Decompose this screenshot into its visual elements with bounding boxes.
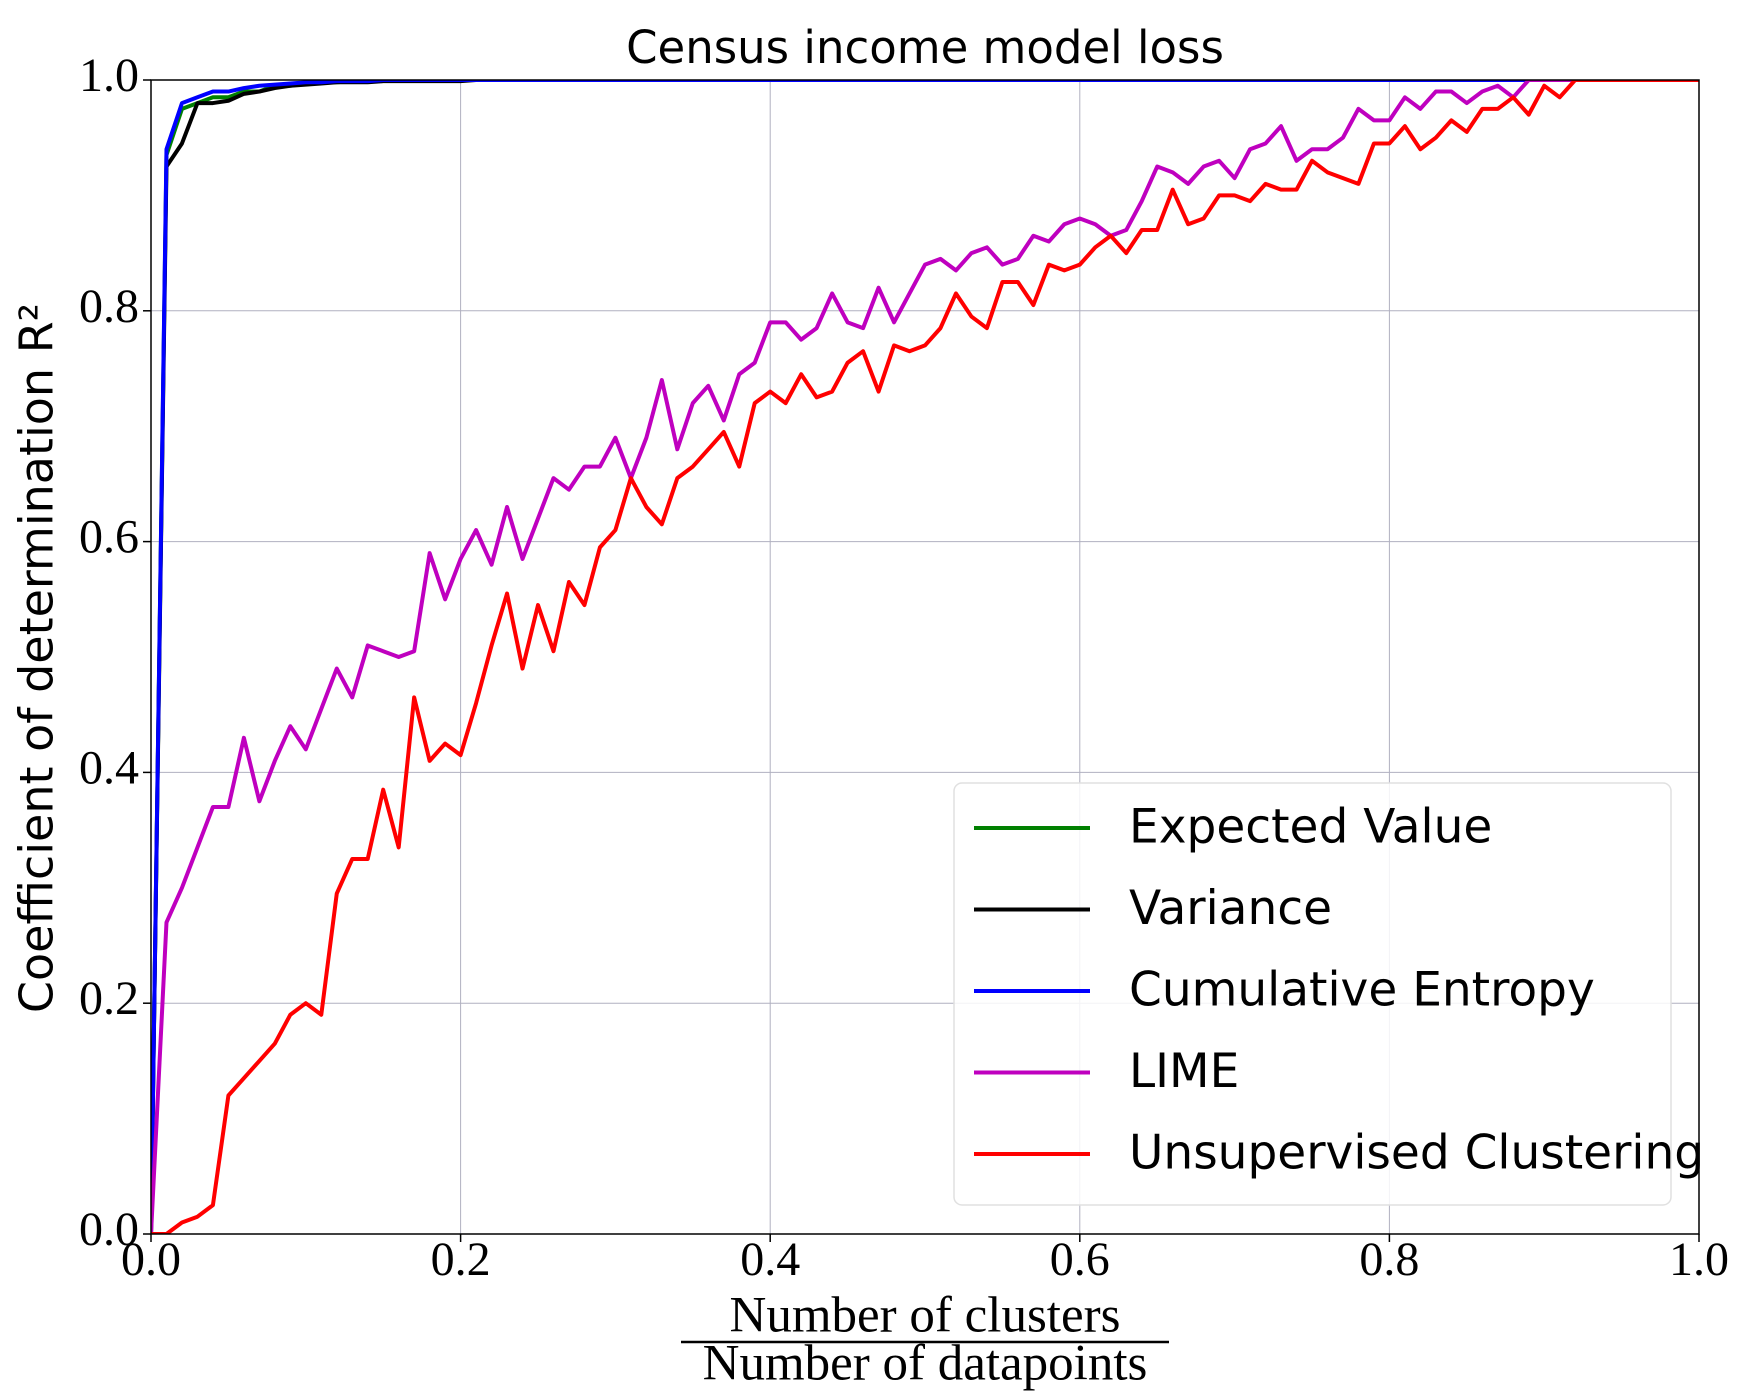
y-tick-label: 0.0 bbox=[79, 1203, 139, 1256]
chart-title: Census income model loss bbox=[626, 21, 1224, 74]
x-tick-label: 1.0 bbox=[1669, 1233, 1729, 1286]
plot-area bbox=[151, 80, 1699, 1234]
plot-frame bbox=[150, 79, 1700, 1235]
x-axis-label-numerator: Number of clusters bbox=[730, 1288, 1121, 1344]
y-tick-label: 0.4 bbox=[79, 741, 139, 794]
legend-label: Expected Value bbox=[1129, 800, 1492, 855]
x-tick-label: 0.0 bbox=[121, 1233, 181, 1286]
x-tick-label: 0.6 bbox=[1050, 1233, 1110, 1286]
y-tick-label: 0.2 bbox=[79, 972, 139, 1025]
y-tick-label: 1.0 bbox=[79, 49, 139, 102]
legend-label: Variance bbox=[1129, 881, 1332, 936]
y-tick-label: 0.6 bbox=[79, 511, 139, 564]
legend: Expected Value Variance Cumulative Entropy… bbox=[953, 782, 1704, 1206]
x-tick-label: 0.2 bbox=[431, 1233, 491, 1286]
legend-label: Unsupervised Clustering bbox=[1129, 1126, 1704, 1181]
series-line bbox=[151, 80, 1699, 1234]
y-tick-label: 0.8 bbox=[79, 280, 139, 333]
x-axis-label-denominator: Number of datapoints bbox=[703, 1336, 1148, 1392]
x-tick-label: 0.4 bbox=[740, 1233, 800, 1286]
legend-box bbox=[953, 782, 1672, 1206]
legend-label: Cumulative Entropy bbox=[1129, 963, 1595, 1018]
y-axis-label: Coefficient of determination R² bbox=[10, 303, 64, 1013]
legend-label: LIME bbox=[1129, 1044, 1239, 1099]
series-line bbox=[151, 80, 1699, 1234]
x-tick-label: 0.8 bbox=[1359, 1233, 1419, 1286]
